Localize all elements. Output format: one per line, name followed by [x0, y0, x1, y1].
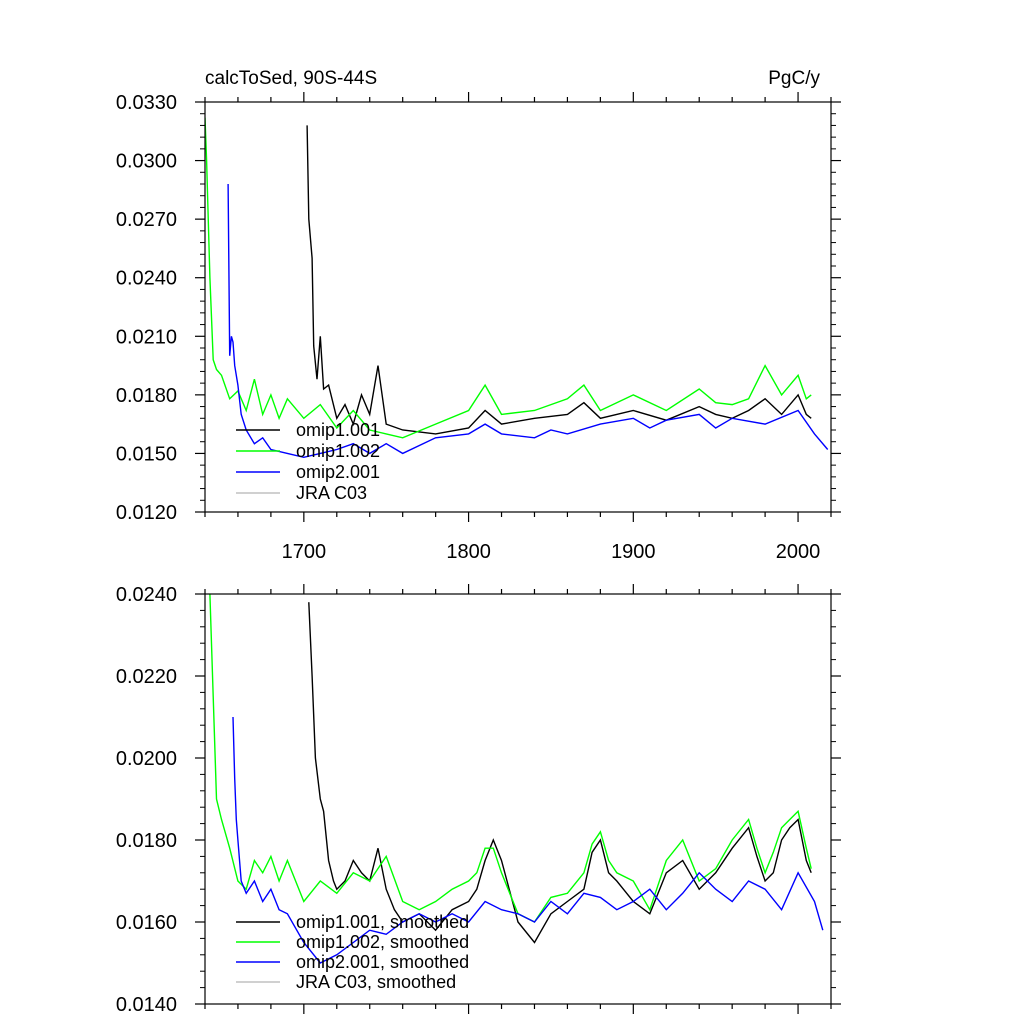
panel-title-units: PgC/y [768, 68, 820, 89]
series-line-omip1-001-smoothed [308, 602, 812, 944]
legend-label: JRA C03, smoothed [296, 972, 456, 992]
legend-label: omip1.002, smoothed [296, 932, 469, 952]
series-line-omip2-001 [227, 183, 829, 459]
series-line-omip1-001 [306, 125, 812, 435]
y-tick-label: 0.0220 [116, 666, 177, 688]
series-group [209, 594, 824, 964]
plot-frame [204, 101, 832, 513]
y-tick-label: 0.0270 [116, 209, 177, 231]
y-tick-label: 0.0140 [116, 994, 177, 1016]
series-line-omip1-002 [205, 117, 812, 439]
y-tick-label: 0.0200 [116, 748, 177, 770]
legend-label: JRA C03 [296, 483, 367, 503]
y-tick-label: 0.0300 [116, 151, 177, 173]
x-tick-label: 2000 [776, 541, 821, 563]
x-tick-label: 1900 [611, 541, 656, 563]
y-tick-label: 0.0160 [116, 912, 177, 934]
y-tick-label: 0.0120 [116, 502, 177, 524]
legend-label: omip1.001 [296, 420, 380, 440]
legend-label: omip2.001 [296, 462, 380, 482]
top-panel: calcToSed, 90S-44S PgC/y 1700 1800 1900 200… [116, 68, 841, 563]
panel-title-left: calcToSed, 90S-44S [205, 68, 377, 89]
y-tick-label: 0.0330 [116, 92, 177, 114]
y-tick-label: 0.0180 [116, 385, 177, 407]
plot-frame [204, 593, 832, 1005]
y-tick-label: 0.0240 [116, 268, 177, 290]
y-tick-label: 0.0210 [116, 326, 177, 348]
series-line-omip1-002-smoothed [209, 594, 812, 923]
legend-label: omip2.001, smoothed [296, 952, 469, 972]
legend-label: omip1.002 [296, 441, 380, 461]
y-tick-label: 0.0180 [116, 830, 177, 852]
x-tick-label: 1700 [282, 541, 327, 563]
y-tick-label: 0.0150 [116, 443, 177, 465]
legend-label: omip1.001, smoothed [296, 912, 469, 932]
x-tick-label: 1800 [446, 541, 491, 563]
series-group [205, 117, 829, 459]
series-line-omip2-001-smoothed [232, 716, 824, 964]
bottom-panel: 0.0140 0.0160 0.0180 0.0200 0.0220 0.0240 omip… [116, 584, 841, 1016]
y-tick-label: 0.0240 [116, 584, 177, 606]
